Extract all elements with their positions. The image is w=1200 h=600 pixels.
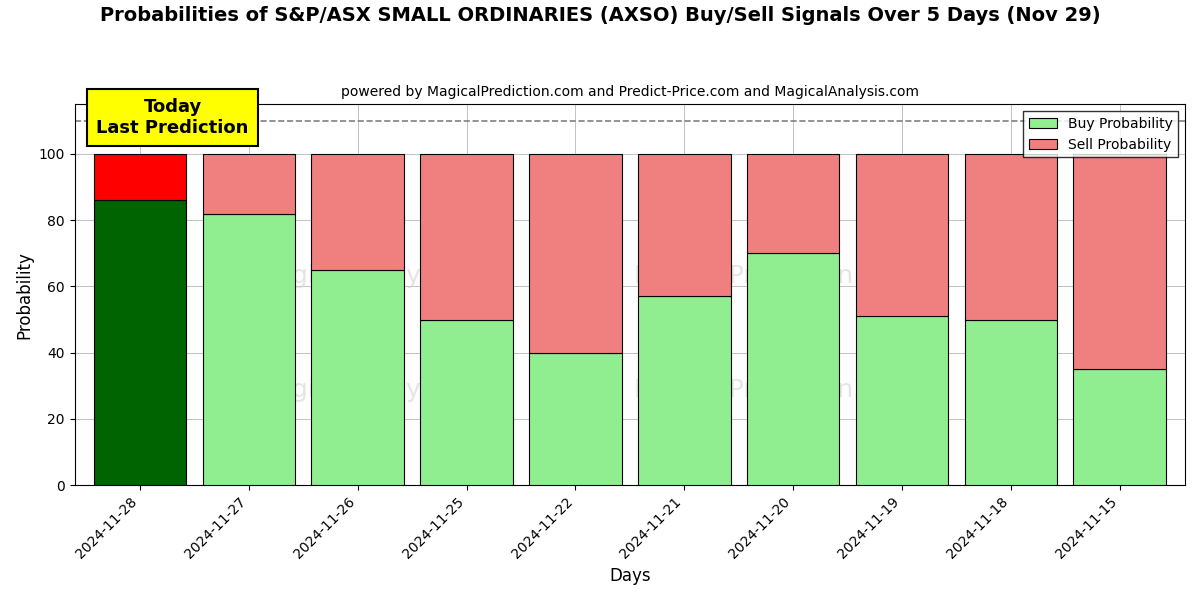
- Text: MagicalAnalysis.com: MagicalAnalysis.com: [256, 263, 516, 287]
- Bar: [1074, 369, 1166, 485]
- Bar: [856, 154, 948, 316]
- Title: powered by MagicalPrediction.com and Predict-Price.com and MagicalAnalysis.com: powered by MagicalPrediction.com and Pre…: [341, 85, 919, 99]
- Bar: [420, 154, 512, 320]
- Bar: [203, 154, 295, 214]
- Text: MagicalAnalysis.com: MagicalAnalysis.com: [256, 378, 516, 402]
- Legend: Buy Probability, Sell Probability: Buy Probability, Sell Probability: [1024, 111, 1178, 157]
- Bar: [203, 214, 295, 485]
- Bar: [638, 296, 731, 485]
- Bar: [312, 154, 404, 270]
- Bar: [965, 320, 1057, 485]
- X-axis label: Days: Days: [610, 567, 650, 585]
- Text: MagicalPrediction.com: MagicalPrediction.com: [634, 263, 914, 287]
- Bar: [94, 200, 186, 485]
- Bar: [312, 270, 404, 485]
- Bar: [965, 154, 1057, 320]
- Bar: [746, 253, 839, 485]
- Text: Today
Last Prediction: Today Last Prediction: [96, 98, 248, 137]
- Y-axis label: Probability: Probability: [16, 251, 34, 338]
- Bar: [1074, 154, 1166, 369]
- Bar: [94, 154, 186, 200]
- Text: Probabilities of S&P/ASX SMALL ORDINARIES (AXSO) Buy/Sell Signals Over 5 Days (N: Probabilities of S&P/ASX SMALL ORDINARIE…: [100, 6, 1100, 25]
- Bar: [529, 353, 622, 485]
- Bar: [746, 154, 839, 253]
- Bar: [638, 154, 731, 296]
- Bar: [856, 316, 948, 485]
- Text: MagicalPrediction.com: MagicalPrediction.com: [634, 378, 914, 402]
- Bar: [420, 320, 512, 485]
- Bar: [529, 154, 622, 353]
